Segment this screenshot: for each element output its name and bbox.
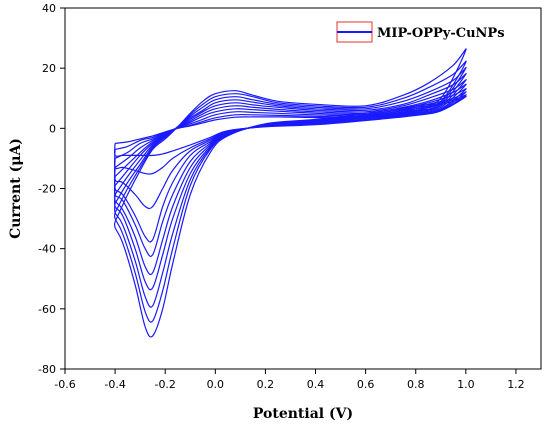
cv-cycle-curve-4 — [113, 72, 467, 291]
y-axis-title: Current (μA) — [8, 138, 24, 239]
x-tick-label: 0.8 — [407, 378, 425, 391]
cv-cycle-curve-6 — [113, 83, 467, 257]
x-tick-label: 1.2 — [507, 378, 525, 391]
cv-cycle-curve-10 — [113, 95, 467, 157]
y-tick-label: 20 — [42, 62, 56, 75]
x-tick-label: -0.2 — [154, 378, 175, 391]
cv-cycle-curve-5 — [113, 79, 467, 276]
x-tick-label: 1.0 — [457, 378, 475, 391]
cv-cycle-curve-2 — [113, 60, 467, 323]
y-tick-label: -20 — [38, 183, 56, 196]
x-tick-label: -0.6 — [54, 378, 75, 391]
legend-entry-label: MIP-OPPy-CuNPs — [377, 26, 505, 41]
x-axis-title: Potential (V) — [253, 406, 353, 422]
cv-cycle-curve-8 — [113, 91, 467, 210]
y-tick-label: -80 — [38, 363, 56, 376]
x-tick-label: 0.0 — [207, 378, 225, 391]
legend: MIP-OPPy-CuNPs — [336, 21, 505, 43]
y-tick-label: -40 — [38, 243, 56, 256]
x-tick-label: -0.4 — [104, 378, 125, 391]
y-tick-label: -60 — [38, 303, 56, 316]
x-tick-label: 0.2 — [257, 378, 275, 391]
y-tick-label: 40 — [42, 2, 56, 15]
cv-curves — [113, 48, 467, 338]
x-tick-label: 0.4 — [307, 378, 325, 391]
cv-cycle-curve-7 — [113, 88, 467, 243]
y-tick-label: 0 — [49, 122, 56, 135]
plot-frame — [64, 7, 542, 370]
axis-ticks: -0.6 -0.4 -0.2 0.0 0.2 0.4 0.6 0.8 1.0 1.2 -80 -60 -… — [38, 2, 525, 391]
x-tick-label: 0.6 — [357, 378, 375, 391]
